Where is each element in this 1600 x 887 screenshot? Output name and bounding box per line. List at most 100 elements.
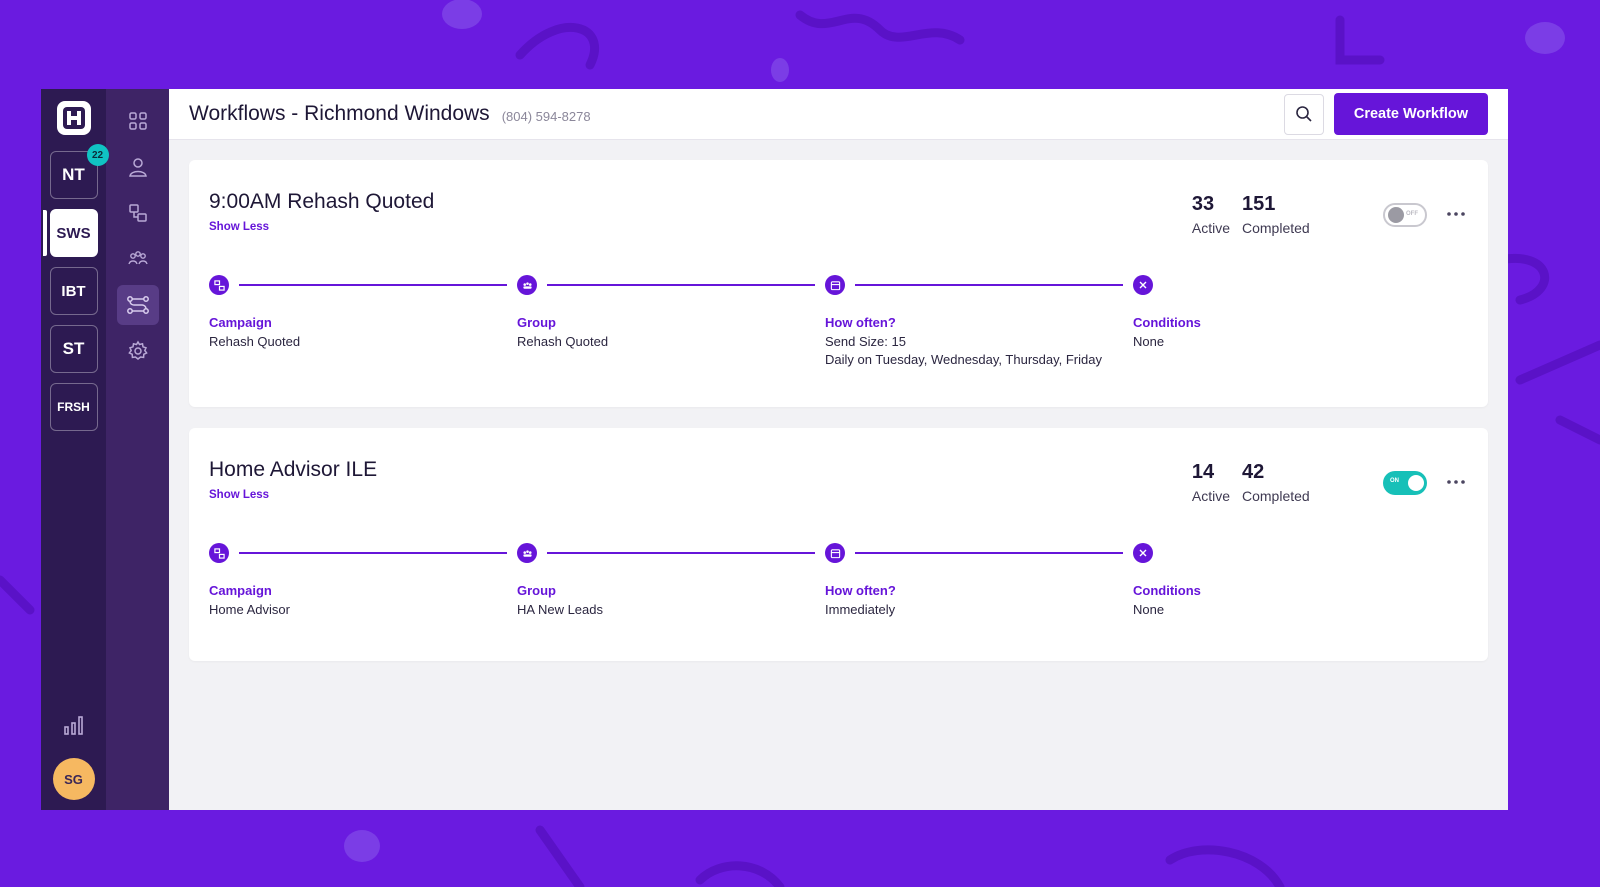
groups-icon bbox=[127, 251, 148, 265]
conditions-step: Conditions None bbox=[1133, 583, 1201, 619]
account-ibt[interactable]: IBT bbox=[49, 267, 98, 315]
workflow-name: Home Advisor ILE bbox=[209, 458, 378, 481]
campaign-label: Campaign bbox=[209, 315, 272, 330]
active-stat: 14 Active bbox=[1192, 461, 1230, 504]
campaign-step: Campaign Home Advisor bbox=[209, 583, 290, 619]
rail-bottom: SG bbox=[41, 713, 106, 800]
step-connector bbox=[239, 552, 507, 554]
show-less-link[interactable]: Show Less bbox=[209, 221, 270, 233]
campaign-step-icon bbox=[209, 543, 229, 563]
campaign-step: Campaign Rehash Quoted bbox=[209, 315, 300, 351]
selected-indicator bbox=[42, 210, 47, 256]
conditions-label: Conditions bbox=[1133, 315, 1201, 330]
frequency-step: How often? Immediately bbox=[825, 583, 896, 619]
toggle-state-label: ON bbox=[1390, 478, 1399, 484]
page-title: Workflows - Richmond Windows bbox=[189, 102, 490, 125]
toggle-state-label: OFF bbox=[1406, 211, 1418, 217]
group-value: Rehash Quoted bbox=[517, 334, 609, 349]
account-ibt-label: IBT bbox=[61, 282, 86, 300]
more-options-button[interactable] bbox=[1444, 202, 1468, 226]
workflow-steps: Campaign Home Advisor Group HA New Leads… bbox=[209, 543, 1468, 643]
frequency-value: Send Size: 15 bbox=[825, 334, 906, 349]
frequency-value: Immediately bbox=[825, 602, 896, 617]
step-connector bbox=[855, 284, 1123, 286]
group-label: Group bbox=[517, 315, 556, 330]
analytics-icon[interactable] bbox=[62, 713, 86, 742]
account-sws-label: SWS bbox=[56, 224, 91, 242]
settings-icon bbox=[127, 340, 148, 360]
calendar-step-icon bbox=[825, 275, 845, 295]
workflow-list: 9:00AM Rehash Quoted Show Less 33 Active… bbox=[169, 140, 1508, 681]
nav-groups[interactable] bbox=[117, 239, 159, 279]
nav-settings[interactable] bbox=[117, 331, 159, 371]
workflow-card: Home Advisor ILE Show Less 14 Active 42 … bbox=[189, 428, 1488, 661]
frequency-detail: Daily on Tuesday, Wednesday, Thursday, F… bbox=[825, 352, 1102, 367]
workflow-card: 9:00AM Rehash Quoted Show Less 33 Active… bbox=[189, 160, 1488, 407]
campaign-value: Home Advisor bbox=[209, 602, 290, 617]
nav-contacts[interactable] bbox=[117, 147, 159, 187]
completed-label: Completed bbox=[1242, 220, 1310, 236]
contacts-icon bbox=[128, 158, 147, 177]
active-stat: 33 Active bbox=[1192, 193, 1230, 236]
campaign-value: Rehash Quoted bbox=[209, 334, 301, 349]
nav-campaigns[interactable] bbox=[117, 193, 159, 233]
completed-count: 42 bbox=[1242, 461, 1265, 483]
group-step: Group Rehash Quoted bbox=[517, 315, 608, 351]
create-workflow-button[interactable]: Create Workflow bbox=[1333, 93, 1488, 135]
avatar-initials: SG bbox=[64, 771, 83, 787]
notification-badge: 22 bbox=[86, 144, 109, 166]
account-rail: NT 22 SWS IBT ST FRSH SG bbox=[41, 89, 109, 810]
search-icon bbox=[1296, 106, 1312, 122]
completed-count: 151 bbox=[1242, 193, 1276, 215]
account-nt[interactable]: NT 22 bbox=[49, 144, 109, 199]
workflow-enable-toggle[interactable]: OFF bbox=[1383, 203, 1427, 227]
group-step: Group HA New Leads bbox=[517, 583, 603, 619]
dashboard-icon bbox=[128, 112, 147, 130]
completed-stat: 42 Completed bbox=[1242, 461, 1310, 504]
step-connector bbox=[855, 552, 1123, 554]
workflows-icon bbox=[126, 296, 149, 314]
active-label: Active bbox=[1191, 488, 1230, 504]
conditions-label: Conditions bbox=[1133, 583, 1201, 598]
group-step-icon bbox=[517, 543, 537, 563]
campaigns-icon bbox=[128, 204, 147, 222]
campaign-step-icon bbox=[209, 275, 229, 295]
app-logo-icon[interactable] bbox=[56, 101, 91, 135]
conditions-step-icon bbox=[1133, 543, 1153, 563]
frequency-label: How often? bbox=[825, 583, 896, 598]
main-panel: Workflows - Richmond Windows (804) 594-8… bbox=[169, 89, 1508, 810]
avatar[interactable]: SG bbox=[52, 758, 95, 800]
step-connector bbox=[239, 284, 507, 286]
show-less-link[interactable]: Show Less bbox=[209, 489, 270, 501]
conditions-value: None bbox=[1133, 602, 1165, 617]
campaign-label: Campaign bbox=[209, 583, 272, 598]
conditions-step: Conditions None bbox=[1133, 315, 1201, 351]
active-label: Active bbox=[1191, 220, 1230, 236]
nav-dashboard[interactable] bbox=[117, 101, 159, 141]
workflow-name: 9:00AM Rehash Quoted bbox=[209, 190, 435, 213]
group-label: Group bbox=[517, 583, 556, 598]
nav-workflows[interactable] bbox=[116, 285, 159, 325]
active-count: 14 bbox=[1191, 461, 1215, 483]
account-nt-label: NT bbox=[62, 165, 85, 184]
group-value: HA New Leads bbox=[517, 602, 603, 617]
more-options-icon bbox=[1447, 480, 1465, 484]
completed-stat: 151 Completed bbox=[1242, 193, 1310, 236]
frequency-label: How often? bbox=[825, 315, 896, 330]
toggle-knob bbox=[1388, 207, 1404, 223]
more-options-icon bbox=[1447, 212, 1465, 216]
more-options-button[interactable] bbox=[1444, 470, 1468, 494]
workflow-enable-toggle[interactable]: ON bbox=[1383, 471, 1427, 495]
account-frsh[interactable]: FRSH bbox=[49, 383, 98, 431]
completed-label: Completed bbox=[1242, 488, 1310, 504]
toggle-knob bbox=[1408, 475, 1424, 491]
account-sws[interactable]: SWS bbox=[42, 209, 98, 257]
calendar-step-icon bbox=[825, 543, 845, 563]
app-logo-icon-glyph bbox=[62, 107, 85, 129]
phone-number: (804) 594-8278 bbox=[501, 108, 591, 124]
account-st[interactable]: ST bbox=[49, 325, 98, 373]
workflow-steps: Campaign Rehash Quoted Group Rehash Quot… bbox=[209, 275, 1468, 375]
step-connector bbox=[547, 284, 815, 286]
nav-rail bbox=[106, 89, 169, 810]
search-button[interactable] bbox=[1283, 93, 1324, 135]
